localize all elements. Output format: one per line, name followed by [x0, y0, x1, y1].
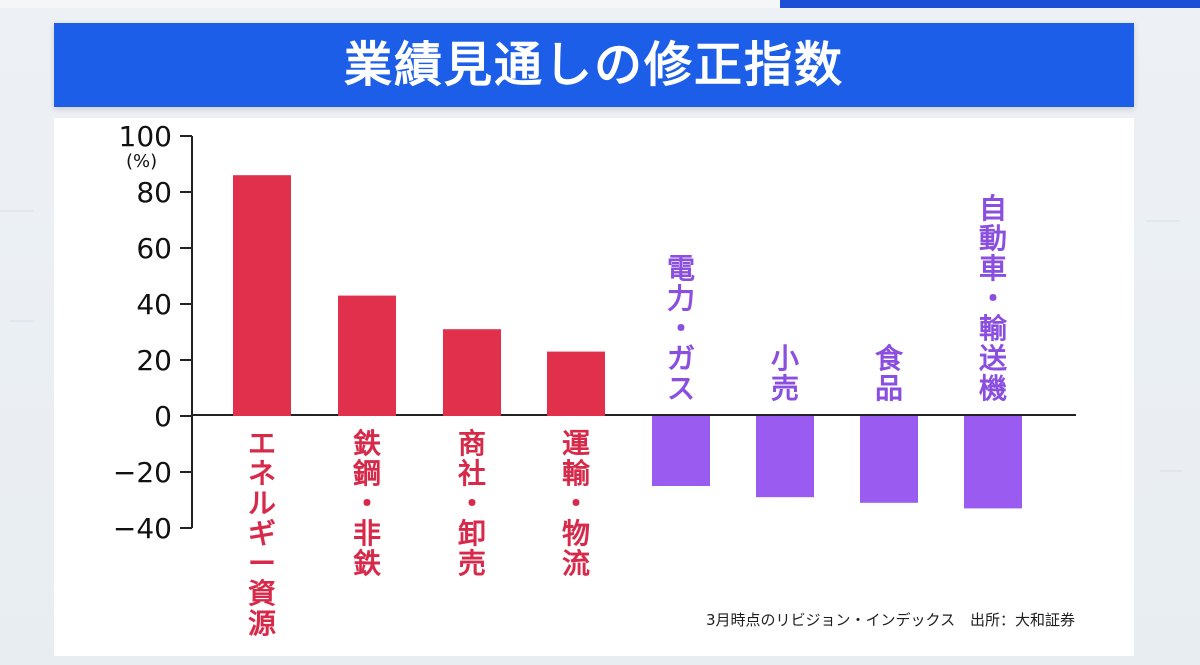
- bar: [338, 295, 396, 416]
- chart-title: 業績見通しの修正指数: [343, 37, 844, 93]
- chart-panel: (%) 100 80 60 40 20 0 −20 −40 エネルギー資源 鉄鋼・非鉄 商社・卸売…: [54, 118, 1134, 656]
- bar: [547, 351, 605, 416]
- background-decor-line-3: [1146, 220, 1180, 222]
- bar: [443, 329, 501, 416]
- category-label: 運輸・物流: [562, 427, 591, 580]
- y-axis-unit-label: (%): [126, 151, 157, 172]
- bar: [860, 416, 918, 503]
- y-axis-tick-label: 40: [136, 288, 172, 321]
- bar: [652, 416, 710, 486]
- footer-source: 出所：大和証券: [970, 611, 1076, 629]
- category-label: 小売: [771, 342, 799, 405]
- category-label: 電力・ガス: [667, 252, 695, 405]
- title-banner: 業績見通しの修正指数: [54, 23, 1134, 107]
- bars: [233, 175, 1022, 509]
- footer-note: 3月時点のリビジョン・インデックス: [706, 611, 956, 629]
- bar: [233, 175, 291, 416]
- bar: [756, 416, 814, 498]
- y-axis-tick-label: −20: [113, 456, 172, 489]
- y-axis-tick-label: −40: [113, 512, 172, 545]
- background-decor-line-2: [10, 320, 34, 322]
- y-axis-tick-label: 80: [136, 176, 172, 209]
- category-label: 鉄鋼・非鉄: [353, 427, 381, 580]
- y-axis-tick-label: 20: [136, 344, 172, 377]
- background-decor-line-1: [0, 210, 34, 212]
- top-accent-strip: [0, 0, 1200, 8]
- y-axis-tick-label: 60: [136, 232, 172, 265]
- bar-chart: (%) 100 80 60 40 20 0 −20 −40 エネルギー資源 鉄鋼・非鉄 商社・卸売…: [113, 120, 1076, 640]
- y-axis-ticks: 100 80 60 40 20 0 −20 −40: [113, 120, 192, 545]
- y-axis-tick-label: 100: [119, 120, 172, 153]
- background-decor-line-4: [1160, 470, 1182, 472]
- category-label: 商社・卸売: [458, 427, 486, 580]
- category-label: エネルギー資源: [248, 427, 276, 640]
- category-label: 食品: [875, 342, 904, 405]
- bar: [964, 416, 1022, 509]
- category-label: 自動車・輸送機: [979, 192, 1008, 405]
- y-axis-tick-label: 0: [154, 400, 172, 433]
